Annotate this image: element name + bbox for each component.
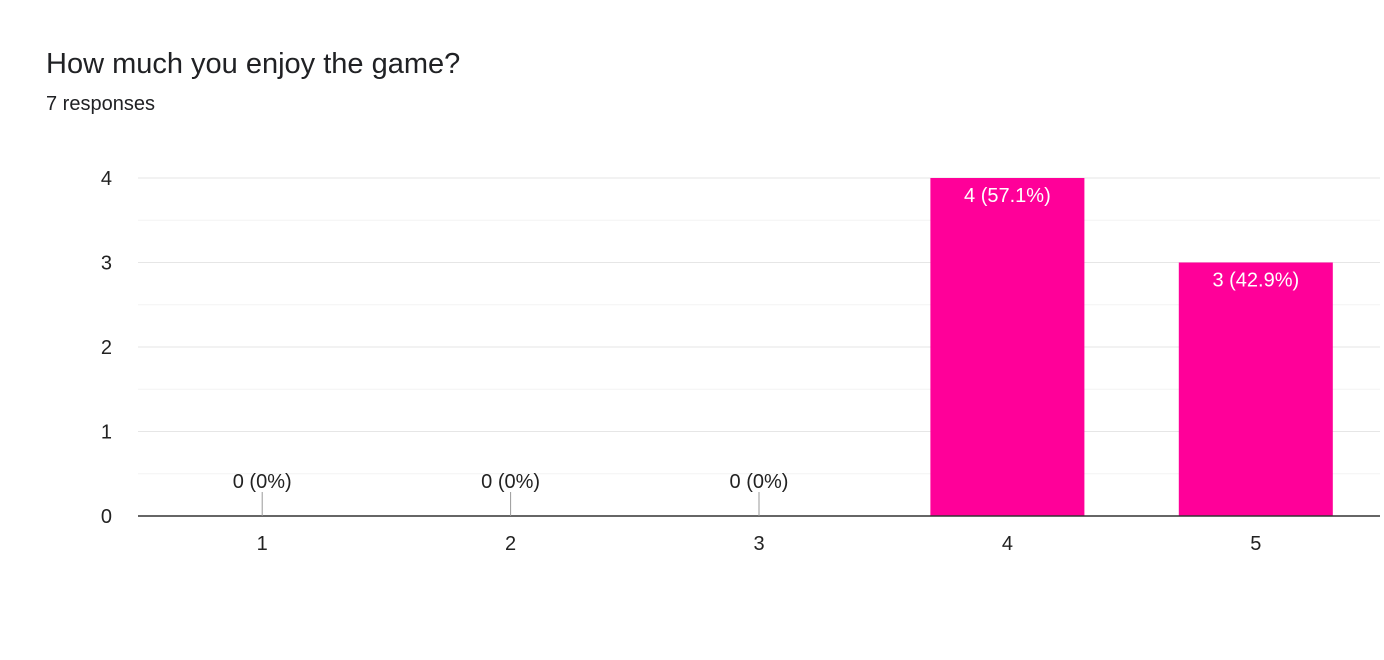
y-tick-label: 3: [101, 253, 112, 275]
data-labels: 0 (0%) 0 (0%) 0 (0%) 4 (57.1%) 3 (42.9%): [233, 185, 1299, 516]
data-label: 0 (0%): [233, 471, 292, 493]
y-tick-label: 1: [101, 422, 112, 444]
bar: [1178, 262, 1333, 516]
data-label: 3 (42.9%): [1212, 270, 1299, 292]
chart-title: How much you enjoy the game?: [46, 48, 461, 80]
x-tick-label: 1: [257, 533, 268, 555]
x-tick-label: 5: [1250, 533, 1261, 555]
gridlines: [138, 177, 1380, 475]
y-tick-label: 0: [101, 506, 112, 528]
x-tick-label: 2: [505, 533, 516, 555]
response-count: 7 responses: [46, 93, 155, 115]
x-tick-label: 4: [1002, 533, 1013, 555]
data-label: 0 (0%): [481, 471, 540, 493]
y-tick-label: 4: [101, 168, 112, 190]
x-tick-label: 3: [753, 533, 764, 555]
data-label: 0 (0%): [730, 471, 789, 493]
data-label: 4 (57.1%): [964, 185, 1051, 207]
y-tick-label: 2: [101, 337, 112, 359]
bar: [930, 178, 1085, 516]
bars: [930, 178, 1333, 516]
